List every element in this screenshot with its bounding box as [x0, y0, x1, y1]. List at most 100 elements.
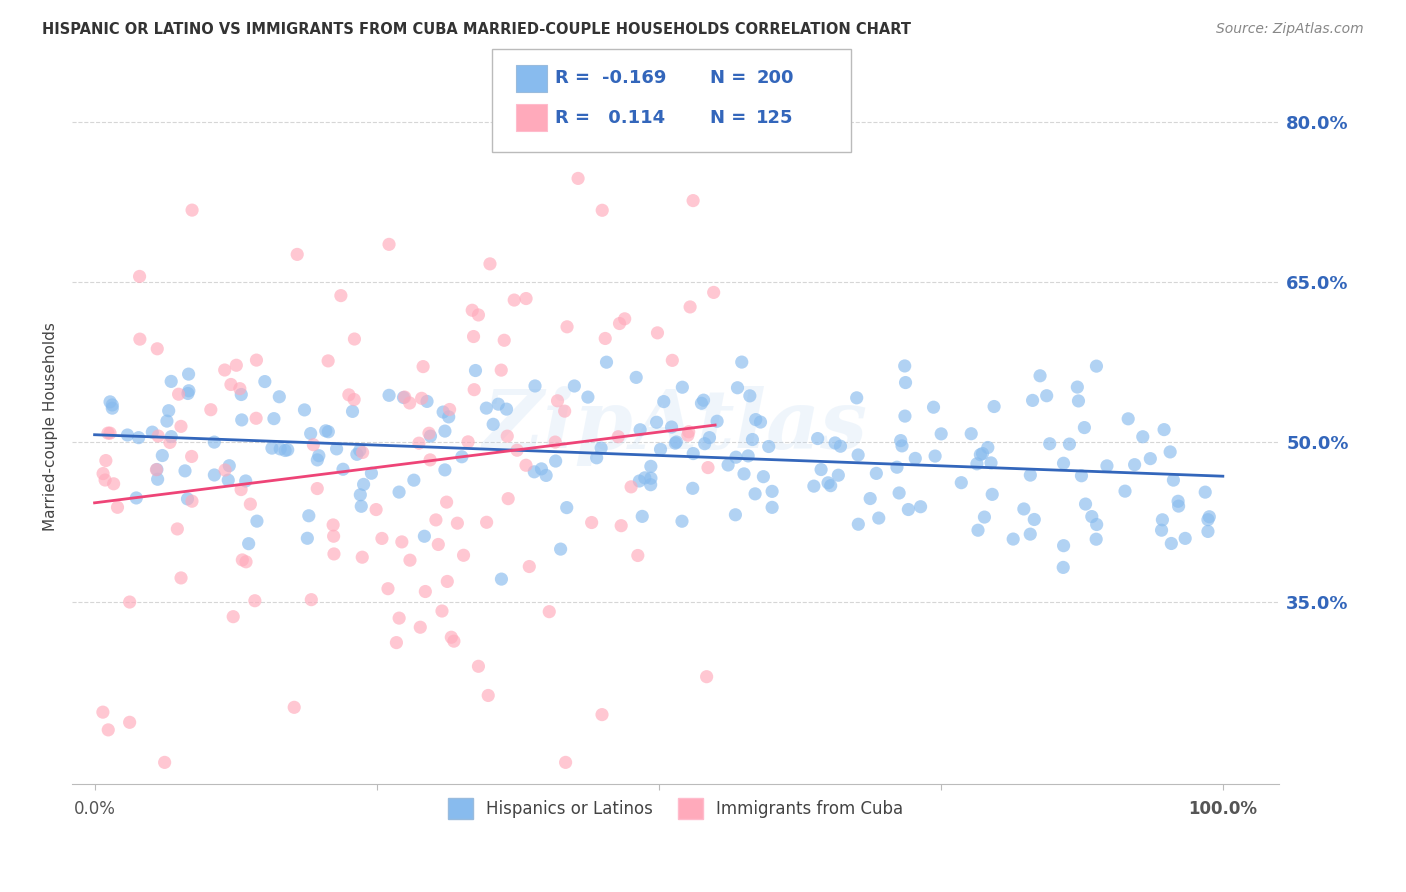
- Text: 125: 125: [756, 109, 794, 127]
- Point: [676, 428, 699, 442]
- Point: [1070, 468, 1092, 483]
- Point: [157, 403, 180, 417]
- Point: [810, 462, 832, 476]
- Point: [610, 518, 633, 533]
- Point: [538, 605, 561, 619]
- Point: [399, 553, 422, 567]
- Point: [682, 446, 704, 460]
- Point: [489, 363, 512, 377]
- Point: [299, 426, 322, 441]
- Point: [238, 536, 260, 550]
- Point: [440, 630, 463, 644]
- Point: [1139, 451, 1161, 466]
- Point: [385, 635, 408, 649]
- Point: [741, 433, 763, 447]
- Text: R =: R =: [555, 109, 591, 127]
- Point: [744, 487, 766, 501]
- Point: [392, 391, 415, 405]
- Point: [624, 370, 647, 384]
- Text: ZipAtlas: ZipAtlas: [484, 386, 868, 467]
- Point: [180, 450, 202, 464]
- Y-axis label: Married-couple Households: Married-couple Households: [44, 322, 58, 531]
- Point: [160, 375, 183, 389]
- Point: [214, 363, 236, 377]
- Point: [107, 500, 129, 515]
- Point: [628, 423, 651, 437]
- Point: [534, 468, 557, 483]
- Point: [1085, 517, 1108, 532]
- Point: [231, 387, 253, 401]
- Point: [1194, 485, 1216, 500]
- Point: [652, 394, 675, 409]
- Text: 200: 200: [756, 70, 794, 87]
- Point: [229, 382, 252, 396]
- Point: [631, 509, 654, 524]
- Point: [634, 471, 657, 485]
- Point: [664, 436, 686, 450]
- Text: Source: ZipAtlas.com: Source: ZipAtlas.com: [1216, 22, 1364, 37]
- Point: [887, 486, 910, 500]
- Point: [682, 194, 704, 208]
- Point: [411, 392, 433, 406]
- Point: [960, 426, 983, 441]
- Point: [886, 460, 908, 475]
- Point: [269, 442, 291, 456]
- Point: [555, 319, 578, 334]
- Point: [322, 517, 344, 532]
- Point: [733, 467, 755, 481]
- Point: [523, 465, 546, 479]
- Point: [430, 604, 453, 618]
- Point: [581, 516, 603, 530]
- Point: [758, 440, 780, 454]
- Point: [761, 500, 783, 515]
- Point: [436, 574, 458, 589]
- Point: [202, 435, 225, 450]
- Point: [239, 497, 262, 511]
- Point: [724, 508, 747, 522]
- Point: [1039, 436, 1062, 450]
- Point: [461, 303, 484, 318]
- Point: [517, 559, 540, 574]
- Point: [231, 413, 253, 427]
- Point: [894, 376, 917, 390]
- Point: [1132, 430, 1154, 444]
- Point: [246, 514, 269, 528]
- Point: [973, 510, 995, 524]
- Point: [277, 442, 299, 457]
- Point: [297, 531, 319, 545]
- Point: [645, 415, 668, 429]
- Point: [475, 516, 498, 530]
- Point: [727, 381, 749, 395]
- Point: [1074, 497, 1097, 511]
- Point: [706, 414, 728, 428]
- Point: [98, 426, 121, 441]
- Point: [450, 450, 472, 464]
- Point: [640, 459, 662, 474]
- Point: [302, 438, 325, 452]
- Point: [353, 477, 375, 491]
- Point: [830, 439, 852, 453]
- Point: [443, 634, 465, 648]
- Point: [352, 550, 374, 565]
- Point: [692, 393, 714, 408]
- Point: [117, 428, 139, 442]
- Point: [1085, 359, 1108, 373]
- Point: [550, 542, 572, 557]
- Point: [283, 700, 305, 714]
- Point: [378, 237, 401, 252]
- Point: [432, 405, 454, 419]
- Point: [1159, 445, 1181, 459]
- Point: [859, 491, 882, 506]
- Point: [128, 332, 150, 346]
- Point: [371, 532, 394, 546]
- Point: [1029, 368, 1052, 383]
- Point: [891, 439, 914, 453]
- Point: [1073, 420, 1095, 434]
- Point: [118, 595, 141, 609]
- Point: [724, 450, 747, 465]
- Point: [1160, 536, 1182, 550]
- Point: [402, 473, 425, 487]
- Point: [929, 426, 952, 441]
- Point: [554, 404, 576, 418]
- Point: [1153, 423, 1175, 437]
